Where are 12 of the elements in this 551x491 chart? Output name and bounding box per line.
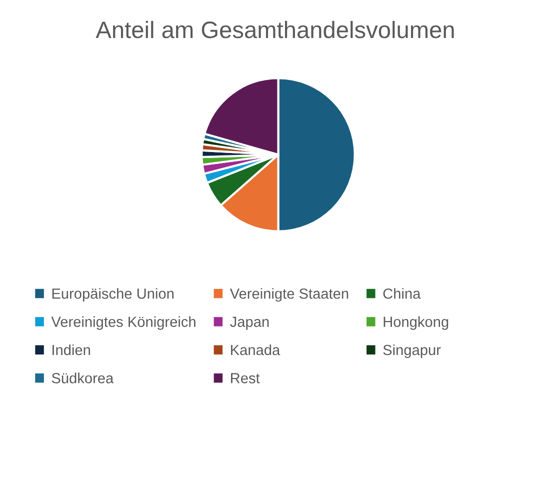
- chart-title: Anteil am Gesamthandelsvolumen: [96, 20, 454, 38]
- legend-label: Vereinigtes Königreich: [51, 316, 196, 330]
- legend-label: Rest: [231, 373, 260, 384]
- legend-label: Hongkong: [384, 316, 448, 330]
- legend-label: Japan: [230, 316, 269, 330]
- legend-label: Vereinigte Staaten: [230, 288, 348, 302]
- legend-label: Südkorea: [52, 372, 114, 384]
- legend-label: Europäische Union: [52, 288, 174, 302]
- legend-label: Indien: [52, 344, 90, 356]
- legend-label: Singapur: [383, 344, 441, 358]
- legend-label: Kanada: [231, 344, 280, 356]
- legend-label: China: [383, 288, 421, 299]
